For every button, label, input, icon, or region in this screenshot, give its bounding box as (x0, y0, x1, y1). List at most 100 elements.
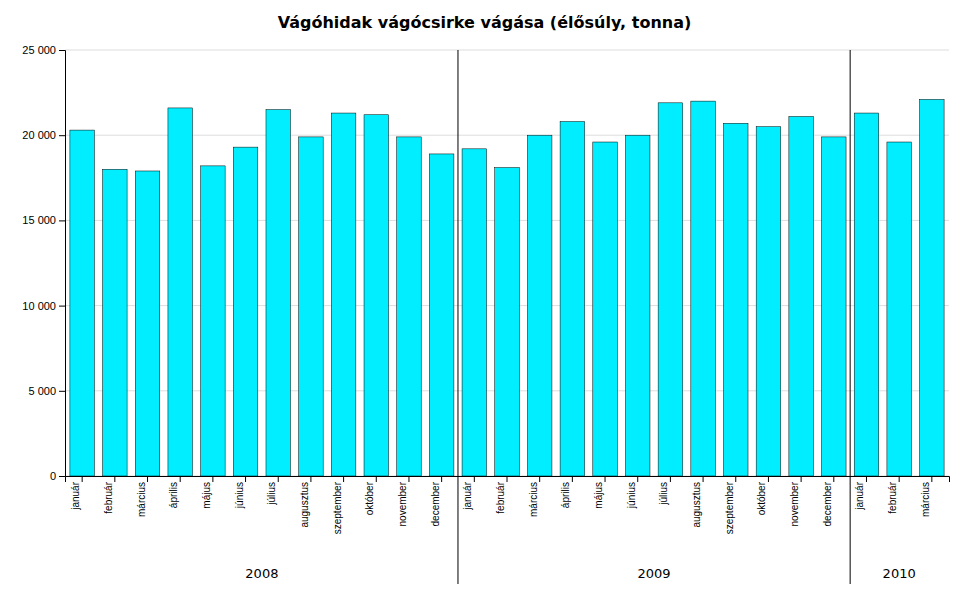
x-tick-label: november (397, 481, 408, 526)
y-tick-mark (59, 391, 65, 392)
bar (429, 154, 454, 476)
x-tick: július (658, 476, 670, 506)
bar (625, 135, 650, 476)
bar (822, 137, 847, 476)
x-tick: szeptember (332, 476, 344, 534)
bar (364, 115, 389, 476)
x-tick: május (593, 476, 605, 509)
bar (331, 113, 356, 476)
y-tick-label: 5 000 (28, 385, 56, 397)
x-tick-label: szeptember (332, 481, 343, 534)
x-tick-label: január (854, 481, 865, 510)
grid-line (65, 135, 949, 136)
y-tick: 0 (50, 470, 65, 482)
x-tick: november (789, 476, 801, 526)
x-tick: január (70, 476, 82, 511)
y-tick: 20 000 (22, 129, 65, 141)
y-tick-mark (59, 50, 65, 51)
x-tick-mark (866, 476, 867, 482)
bar (299, 137, 324, 476)
plot: 0 5 000 10 000 15 000 20 000 25 000 január febr… (22, 44, 949, 584)
y-tick: 5 000 (28, 385, 65, 397)
x-tick-mark (278, 476, 279, 482)
x-tick-mark (539, 476, 540, 482)
x-tick: március (136, 476, 148, 517)
y-tick-label: 15 000 (22, 214, 56, 226)
x-tick: június (626, 476, 638, 509)
x-tick: december (822, 476, 834, 526)
y-tick: 25 000 (22, 44, 65, 56)
x-tick-label: június (626, 482, 637, 509)
x-tick-mark (637, 476, 638, 482)
x-tick-label: április (560, 482, 571, 508)
x-tick-label: augusztus (691, 482, 702, 528)
x-tick-mark (931, 476, 932, 482)
x-tick: október (364, 476, 376, 515)
y-tick-mark (59, 220, 65, 221)
x-tick-label: április (168, 482, 179, 508)
x-tick: július (266, 476, 278, 506)
x-tick: március (920, 476, 932, 517)
bar (920, 99, 945, 476)
x-tick-mark (474, 476, 475, 482)
chart: Vágóhidak vágócsirke vágása (élősúly, to… (0, 0, 969, 596)
x-tick: augusztus (299, 476, 311, 528)
x-tick-mark (670, 476, 671, 482)
y-tick-label: 10 000 (22, 300, 56, 312)
year-label: 2009 (638, 566, 671, 581)
x-tick: október (756, 476, 768, 515)
bar (756, 127, 781, 476)
x-tick-mark (114, 476, 115, 482)
x-tick-label: június (234, 482, 245, 509)
x-tick-label: január (70, 481, 81, 510)
x-tick: január (462, 476, 474, 511)
x-tick-label: február (495, 481, 506, 513)
bar (397, 137, 422, 476)
bar (724, 123, 749, 476)
y-axis-line (59, 51, 66, 477)
bar (887, 142, 912, 476)
x-tick-mark (343, 476, 344, 482)
x-tick-label: július (266, 482, 277, 506)
x-tick-mark (408, 476, 409, 482)
bar (560, 122, 585, 476)
x-axis: január február március április május június jú… (66, 476, 950, 534)
x-tick-mark (833, 476, 834, 482)
x-tick-mark (899, 476, 900, 482)
x-tick-label: május (201, 482, 212, 509)
y-axis: 0 5 000 10 000 15 000 20 000 25 000 (22, 44, 65, 482)
bar (789, 116, 814, 476)
x-tick: május (201, 476, 213, 509)
x-tick-label: február (103, 481, 114, 513)
bar (135, 171, 160, 476)
x-tick-mark (376, 476, 377, 482)
bar (266, 110, 291, 476)
y-tick-label: 25 000 (22, 44, 56, 56)
x-tick: november (397, 476, 409, 526)
bar (527, 135, 552, 476)
x-tick: február (495, 476, 507, 514)
x-tick-label: március (528, 482, 539, 517)
year-label: 2008 (245, 566, 278, 581)
x-tick-label: július (658, 482, 669, 506)
x-tick: június (234, 476, 246, 509)
x-tick-mark (441, 476, 442, 482)
bar (691, 101, 716, 476)
x-tick-label: május (593, 482, 604, 509)
bar (103, 169, 128, 476)
bar (495, 168, 520, 476)
x-tick: január (854, 476, 866, 511)
x-tick: december (430, 476, 442, 526)
x-tick-mark (310, 476, 311, 482)
bars (70, 99, 944, 476)
x-tick-mark (572, 476, 573, 482)
x-tick-mark (605, 476, 606, 482)
x-tick: április (168, 476, 180, 508)
bar (593, 142, 618, 476)
y-tick-mark (59, 476, 65, 477)
bar (233, 147, 258, 476)
x-tick: március (528, 476, 540, 517)
bar (658, 103, 683, 476)
x-tick-mark (768, 476, 769, 482)
x-tick-mark (703, 476, 704, 482)
